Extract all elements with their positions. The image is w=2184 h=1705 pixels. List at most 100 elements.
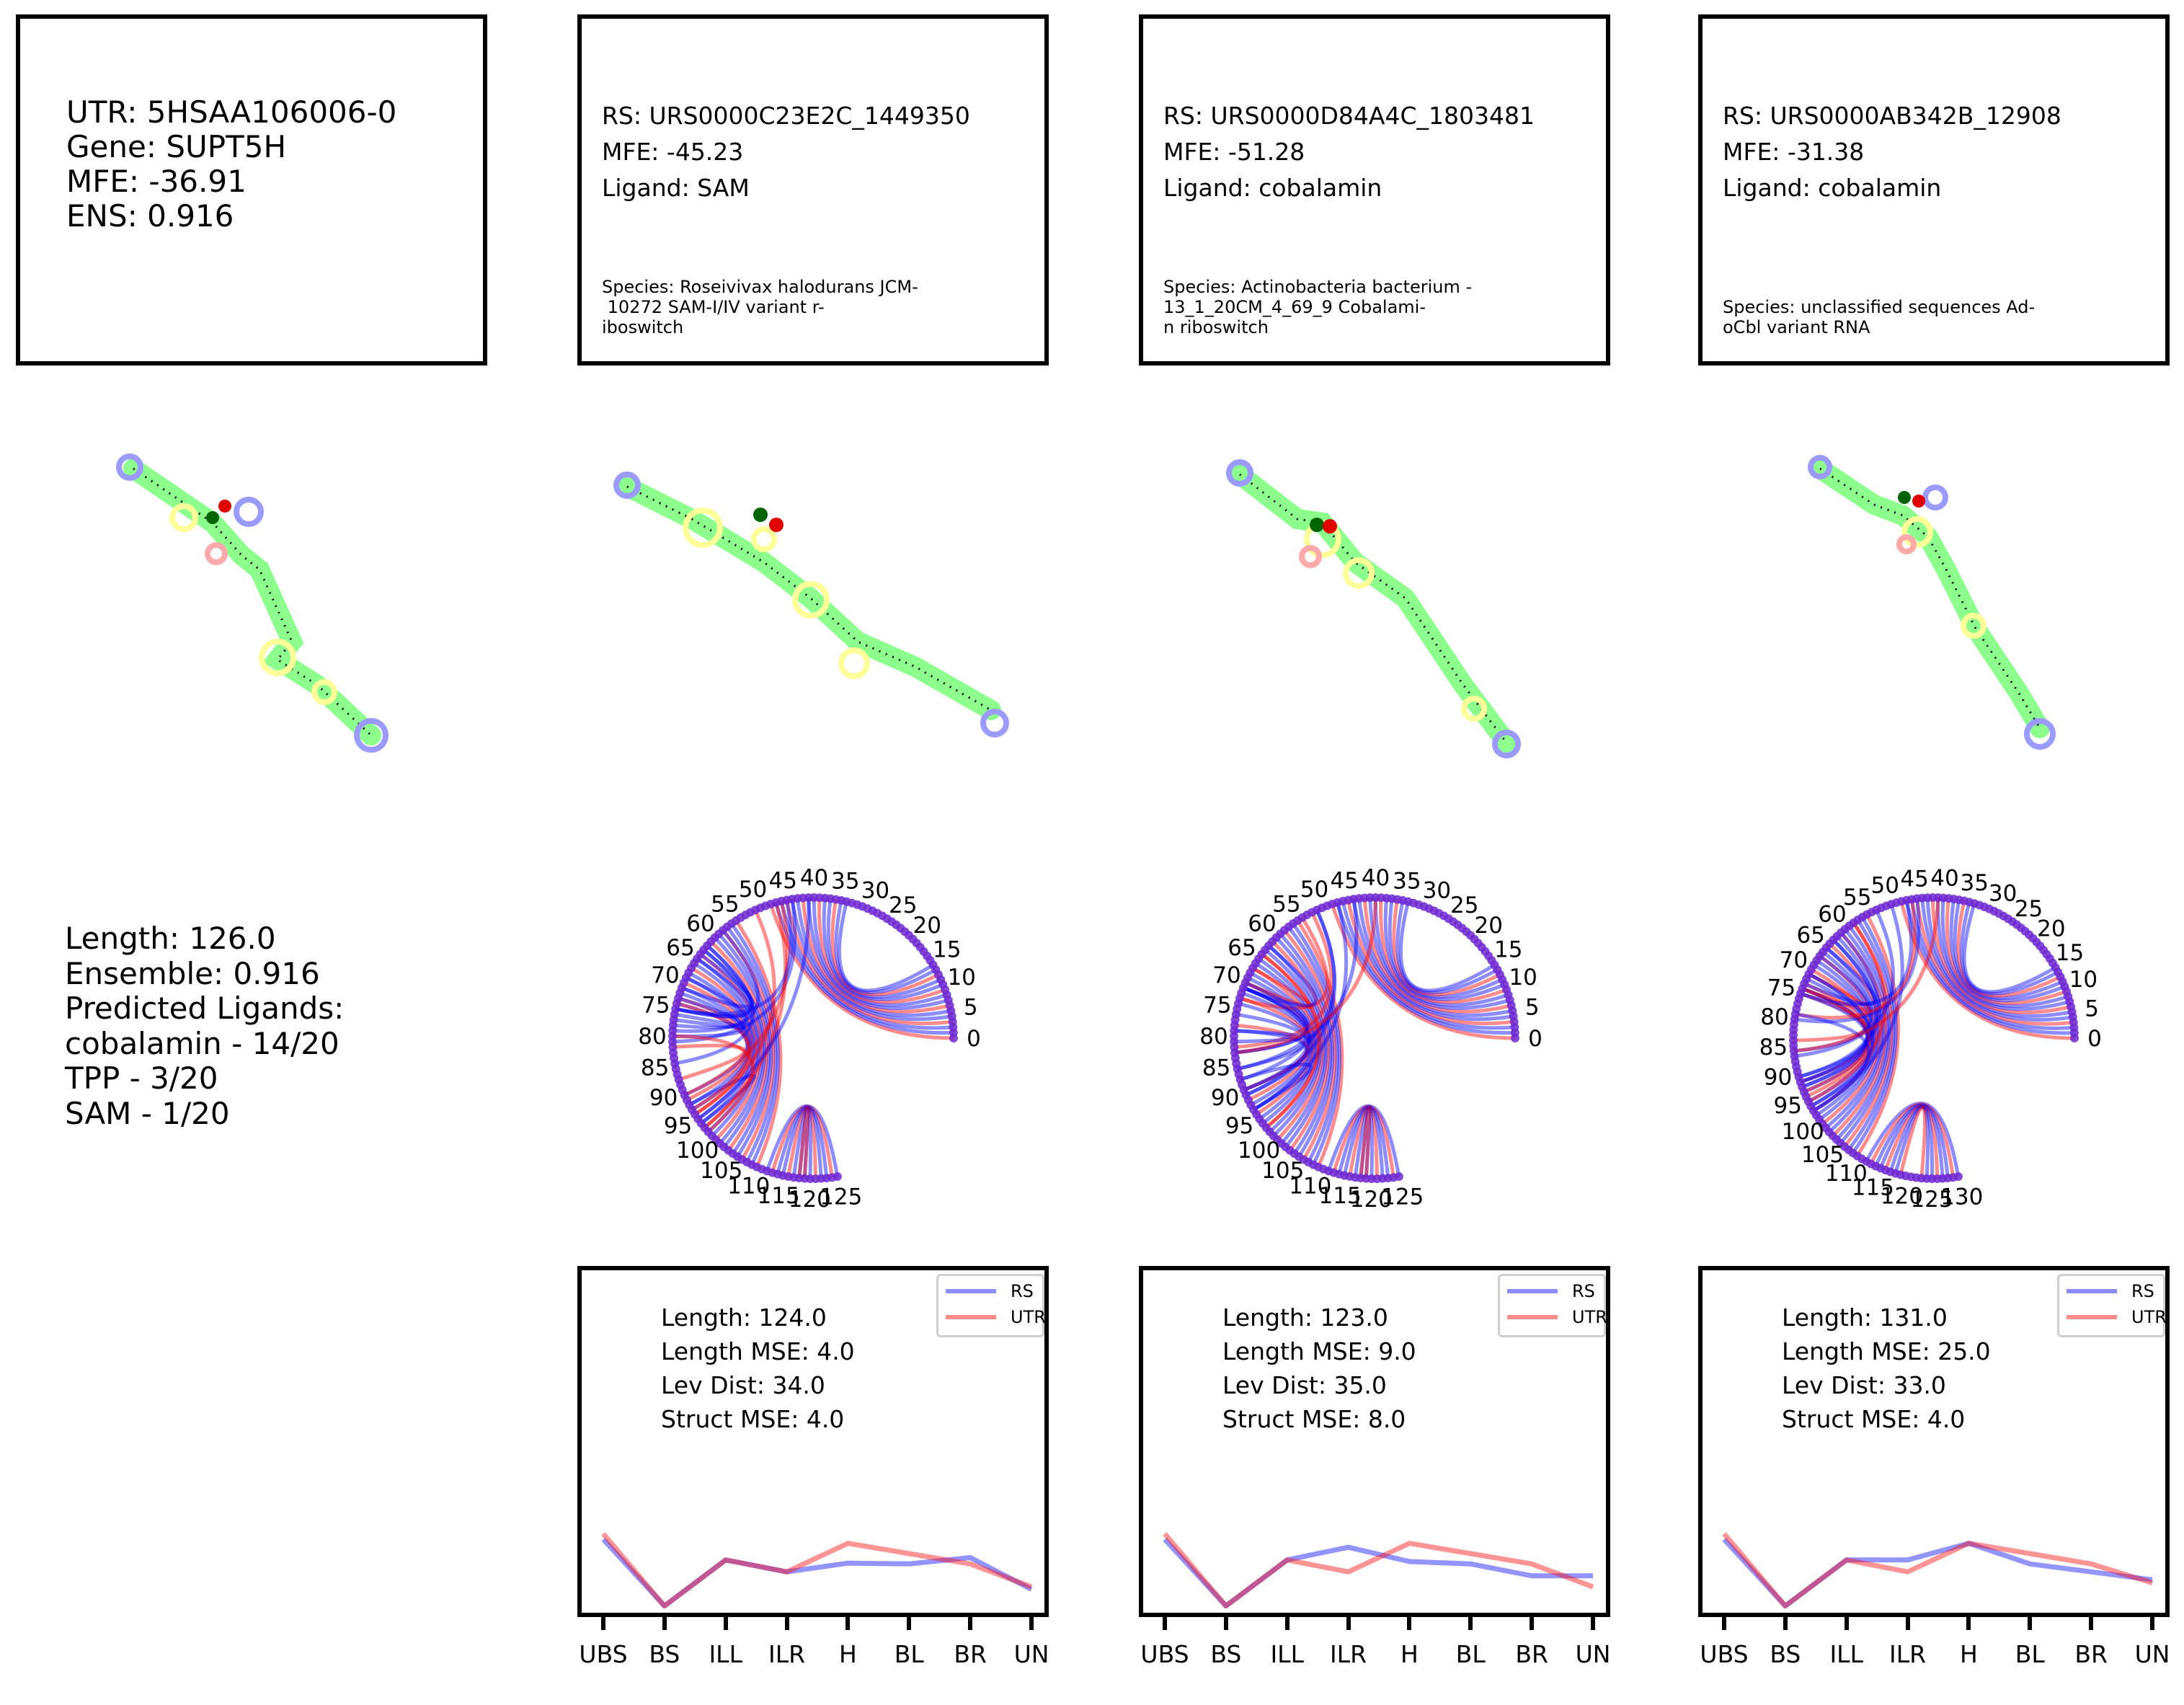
arc-link bbox=[817, 898, 946, 1004]
arc-link bbox=[1233, 1029, 1306, 1044]
arc-tick-label: 120 bbox=[789, 1187, 831, 1213]
arc-link bbox=[1234, 980, 1310, 1055]
rs-id-text: RS: URS0000D84A4C_1803481 bbox=[1163, 102, 1535, 130]
arc-link bbox=[729, 922, 780, 1166]
arc-tick-label: 10 bbox=[1509, 965, 1537, 991]
x-tick-mark bbox=[1029, 1617, 1034, 1630]
x-tick-label: UBS bbox=[1140, 1640, 1189, 1668]
arc-link bbox=[1831, 931, 1888, 1138]
series-line-utr bbox=[1722, 1532, 2154, 1609]
chart-legend: RS UTR bbox=[1498, 1274, 1607, 1337]
arc-link bbox=[1793, 991, 1868, 1042]
arc-link bbox=[1234, 1029, 1309, 1092]
arc-link bbox=[1899, 1105, 1927, 1179]
arc-tick-label: 60 bbox=[1818, 901, 1846, 927]
arc-link bbox=[1373, 897, 1509, 1007]
arc-link bbox=[688, 971, 756, 1125]
arc-link bbox=[826, 898, 942, 999]
arc-link bbox=[1812, 955, 1878, 1112]
arc-link bbox=[797, 1106, 810, 1179]
arc-link bbox=[1839, 924, 1891, 1145]
arc-link bbox=[1346, 899, 1514, 1026]
arc-link bbox=[1920, 898, 2074, 1022]
arc-link bbox=[693, 962, 760, 1133]
arc-tick-label: 5 bbox=[964, 995, 978, 1021]
stat-struct-mse: Struct MSE: 4.0 bbox=[1782, 1405, 1966, 1433]
arc-link bbox=[706, 944, 767, 1148]
arc-link bbox=[1878, 1104, 1945, 1179]
arc-link bbox=[1801, 987, 1870, 1094]
arc-tick-label: 10 bbox=[2069, 967, 2098, 993]
arc-link bbox=[1794, 898, 1921, 1024]
arc-link bbox=[1800, 900, 1913, 1006]
arc-link bbox=[1254, 962, 1321, 1133]
arc-link bbox=[672, 1043, 747, 1081]
arc-link bbox=[1353, 1106, 1374, 1179]
arc-link bbox=[1330, 903, 1516, 1040]
stat-struct-mse: Struct MSE: 8.0 bbox=[1222, 1405, 1406, 1433]
arc-node bbox=[833, 1172, 842, 1182]
legend-label-utr: UTR bbox=[1011, 1307, 1046, 1327]
x-tick-mark bbox=[601, 1617, 605, 1630]
x-tick-label: ILR bbox=[1889, 1640, 1927, 1668]
arc-tick-label: 100 bbox=[676, 1138, 719, 1164]
arc-link bbox=[1379, 898, 1507, 1004]
rs-mfe-text: MFE: -31.38 bbox=[1723, 138, 1865, 166]
chart-stats: Length: 131.0 Length MSE: 25.0 Lev Dist:… bbox=[1782, 1301, 1991, 1436]
arc-link bbox=[702, 948, 765, 1145]
arc-link bbox=[675, 899, 793, 1016]
arc-link bbox=[1235, 1012, 1308, 1071]
ens-text: ENS: 0.916 bbox=[66, 198, 234, 234]
arc-tick-label: 65 bbox=[1228, 935, 1256, 961]
x-tick-mark bbox=[1783, 1617, 1788, 1630]
series-line-rs bbox=[1163, 1537, 1593, 1609]
arc-link bbox=[1925, 898, 2073, 1018]
arc-tick-label: 40 bbox=[1930, 866, 1958, 892]
x-tick-mark bbox=[1163, 1617, 1167, 1630]
arc-link bbox=[676, 1001, 751, 1112]
legend-swatch-utr bbox=[2067, 1315, 2117, 1319]
arc-link bbox=[721, 929, 776, 1161]
arc-link bbox=[1261, 952, 1321, 1130]
arc-link bbox=[1336, 902, 1515, 1035]
structure-4 bbox=[1808, 455, 2056, 750]
arc-link bbox=[786, 1106, 818, 1179]
rs-species-line: n riboswitch bbox=[1163, 317, 1269, 337]
arc-tick-label: 125 bbox=[1381, 1184, 1424, 1210]
arc-link bbox=[703, 902, 788, 1130]
structure-2 bbox=[613, 471, 1009, 738]
arc-link bbox=[790, 898, 953, 1022]
arc-link bbox=[1930, 897, 2072, 1014]
stat-length: Length: 131.0 bbox=[1782, 1303, 1948, 1332]
x-tick-label: BL bbox=[2015, 1640, 2045, 1668]
arc-tick-label: 70 bbox=[1212, 962, 1240, 988]
arc-tick-label: 115 bbox=[758, 1183, 800, 1209]
x-tick-mark bbox=[723, 1617, 728, 1630]
stat-length: Length: 124.0 bbox=[661, 1303, 827, 1332]
arc-link bbox=[1803, 973, 1873, 1094]
summary-line: Length: 126.0 bbox=[65, 921, 276, 956]
arc-tick-label: 75 bbox=[642, 993, 670, 1019]
arc-link bbox=[1810, 959, 1876, 1108]
arc-link bbox=[776, 1105, 829, 1179]
structure-3 bbox=[1226, 459, 1521, 758]
arc-link bbox=[812, 897, 948, 1007]
arc-tick-label: 85 bbox=[1759, 1035, 1788, 1060]
arc-link bbox=[1824, 939, 1884, 1130]
arc-link bbox=[1808, 973, 1875, 1112]
arc-link bbox=[713, 936, 771, 1155]
legend-swatch-utr bbox=[1507, 1315, 1558, 1319]
legend-swatch-rs bbox=[946, 1289, 996, 1293]
arc-link bbox=[822, 898, 944, 1001]
arc-link bbox=[1869, 1102, 1956, 1178]
arc-link bbox=[1337, 1105, 1390, 1179]
x-tick-label: UN bbox=[1013, 1640, 1049, 1668]
x-tick-label: UBS bbox=[579, 1640, 628, 1668]
arc-link bbox=[673, 1012, 745, 1030]
arc-link bbox=[1828, 934, 1886, 1133]
x-tick-mark bbox=[1591, 1617, 1595, 1630]
arc-tick-label: 55 bbox=[1843, 885, 1871, 911]
arc-link bbox=[1287, 926, 1339, 1164]
arc-link bbox=[672, 898, 797, 1044]
arc-link bbox=[1359, 1106, 1372, 1179]
